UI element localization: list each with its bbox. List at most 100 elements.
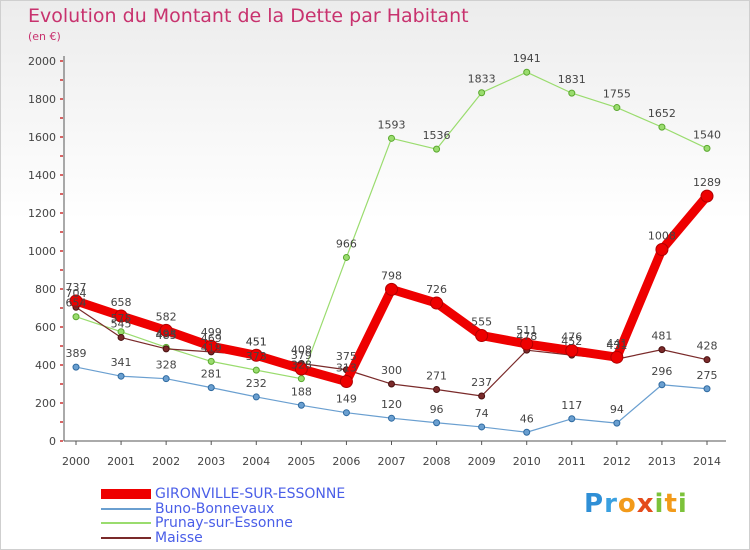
data-label-gironville-sur-essonne: 658 (111, 296, 132, 309)
data-point-gironville-sur-essonne (339, 375, 353, 389)
legend-swatch-prunay (101, 522, 151, 524)
x-tick-label: 2013 (648, 455, 676, 468)
data-point-maisse (433, 386, 441, 394)
data-label-maisse: 271 (426, 370, 447, 383)
data-point-maisse (478, 392, 486, 400)
data-label-gironville-sur-essonne: 737 (66, 281, 87, 294)
data-point-prunay-sur-essonne (658, 123, 666, 131)
legend-item-maisse: Maisse (101, 530, 203, 546)
data-label-gironville-sur-essonne: 441 (606, 337, 627, 350)
data-label-prunay-sur-essonne: 654 (66, 297, 87, 310)
data-label-buno-bonnevaux: 96 (430, 403, 444, 416)
data-label-gironville-sur-essonne: 379 (291, 349, 312, 362)
data-label-prunay-sur-essonne: 966 (336, 237, 357, 250)
data-point-gironville-sur-essonne (114, 309, 128, 323)
data-label-prunay-sur-essonne: 575 (111, 312, 132, 325)
data-label-gironville-sur-essonne: 726 (426, 283, 447, 296)
y-tick-label: 200 (35, 397, 56, 410)
data-point-prunay-sur-essonne (297, 375, 305, 383)
data-label-maisse: 704 (66, 287, 87, 300)
y-tick-label: 2000 (28, 55, 56, 68)
data-point-prunay-sur-essonne (207, 357, 215, 365)
data-label-gironville-sur-essonne: 451 (246, 335, 267, 348)
data-label-maisse: 485 (156, 329, 177, 342)
data-point-buno-bonnevaux (117, 372, 125, 380)
data-label-buno-bonnevaux: 341 (111, 356, 132, 369)
data-point-maisse (117, 333, 125, 341)
x-tick-label: 2010 (513, 455, 541, 468)
x-tick-label: 2009 (468, 455, 496, 468)
x-tick-label: 2001 (107, 455, 135, 468)
data-point-prunay-sur-essonne (433, 145, 441, 153)
data-point-gironville-sur-essonne (475, 329, 489, 343)
data-point-prunay-sur-essonne (568, 89, 576, 97)
data-label-buno-bonnevaux: 296 (651, 365, 672, 378)
x-tick-label: 2004 (242, 455, 270, 468)
chart-unit-label: (en €) (28, 30, 61, 43)
data-label-maisse: 237 (471, 376, 492, 389)
chart-series-layer (69, 68, 714, 436)
data-point-buno-bonnevaux (478, 423, 486, 431)
chart-axes: 0 200 400 600 800 1000 1200 1400 1600 1800 2000 200… (28, 55, 726, 468)
data-point-gironville-sur-essonne (610, 350, 624, 364)
data-point-buno-bonnevaux (162, 375, 170, 383)
data-label-buno-bonnevaux: 275 (697, 369, 718, 382)
data-point-buno-bonnevaux (72, 363, 80, 371)
data-point-gironville-sur-essonne (159, 323, 173, 337)
data-label-gironville-sur-essonne: 511 (516, 324, 537, 337)
y-tick-label: 1200 (28, 207, 56, 220)
y-tick-label: 800 (35, 283, 56, 296)
legend-item-gironville: GIRONVILLE-SUR-ESSONNE (101, 486, 345, 502)
legend-swatch-maisse (101, 537, 151, 539)
data-label-prunay-sur-essonne: 1540 (693, 128, 721, 141)
x-tick-label: 2003 (197, 455, 225, 468)
legend-swatch-buno-bonnevaux (101, 508, 151, 510)
y-tick-label: 1000 (28, 245, 56, 258)
data-label-prunay-sur-essonne: 1593 (378, 118, 406, 131)
data-label-gironville-sur-essonne: 798 (381, 269, 402, 282)
chart-data-labels-layer: 389 341 328 281 232 188 149 120 96 74 46 117 94 296 27… (66, 52, 722, 425)
data-label-maisse: 431 (606, 339, 627, 352)
data-point-gironville-sur-essonne (430, 296, 444, 310)
data-point-buno-bonnevaux (207, 384, 215, 392)
data-point-prunay-sur-essonne (342, 253, 350, 261)
data-label-maisse: 428 (697, 340, 718, 353)
data-label-gironville-sur-essonne: 1008 (648, 229, 676, 242)
legend-item-buno-bonnevaux: Buno-Bonnevaux (101, 501, 275, 517)
data-label-gironville-sur-essonne: 476 (561, 331, 582, 344)
legend-label-maisse: Maisse (155, 530, 203, 546)
data-point-gironville-sur-essonne (655, 242, 669, 256)
data-point-buno-bonnevaux (568, 415, 576, 423)
data-label-gironville-sur-essonne: 1289 (693, 176, 721, 189)
data-point-buno-bonnevaux (523, 428, 531, 436)
data-point-gironville-sur-essonne (204, 339, 218, 353)
data-point-gironville-sur-essonne (249, 348, 263, 362)
x-tick-label: 2006 (332, 455, 360, 468)
data-label-prunay-sur-essonne: 328 (291, 359, 312, 372)
data-point-buno-bonnevaux (388, 414, 395, 422)
data-label-buno-bonnevaux: 232 (246, 377, 267, 390)
data-label-buno-bonnevaux: 389 (66, 347, 87, 360)
x-tick-label: 2012 (603, 455, 631, 468)
data-point-gironville-sur-essonne (69, 294, 83, 308)
data-label-maisse: 452 (561, 335, 582, 348)
data-label-gironville-sur-essonne: 582 (156, 310, 177, 323)
legend-label-buno-bonnevaux: Buno-Bonnevaux (155, 501, 275, 517)
data-point-gironville-sur-essonne (700, 189, 714, 203)
data-point-gironville-sur-essonne (294, 362, 308, 376)
y-tick-label: 1600 (28, 131, 56, 144)
data-point-gironville-sur-essonne (565, 344, 579, 358)
data-point-buno-bonnevaux (297, 401, 305, 409)
chart-title: Evolution du Montant de la Dette par Hab… (28, 5, 469, 27)
y-tick-label: 0 (49, 435, 56, 448)
data-point-buno-bonnevaux (658, 381, 666, 389)
data-point-prunay-sur-essonne (388, 134, 395, 142)
legend-swatch-gironville (101, 489, 151, 499)
data-label-maisse: 545 (111, 317, 132, 330)
data-label-gironville-sur-essonne: 313 (336, 362, 357, 375)
data-point-prunay-sur-essonne (523, 68, 531, 76)
data-label-buno-bonnevaux: 120 (381, 398, 402, 411)
data-label-maisse: 375 (336, 350, 357, 363)
x-tick-label: 2014 (693, 455, 721, 468)
